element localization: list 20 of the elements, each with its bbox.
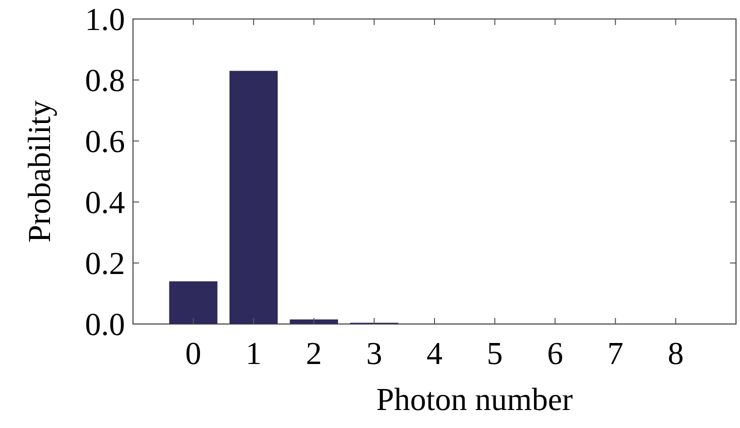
y-tick-label: 0.6 <box>85 123 125 160</box>
bar <box>169 281 218 324</box>
x-tick-label: 7 <box>607 335 624 371</box>
bar <box>290 319 338 324</box>
x-tick-label: 3 <box>366 335 382 371</box>
x-tick-label: 5 <box>486 335 503 371</box>
y-tick-label: 0.8 <box>85 62 125 98</box>
x-tick-label: 0 <box>185 335 202 371</box>
x-tick-label: 2 <box>306 335 322 371</box>
x-tick-label: 6 <box>547 335 564 371</box>
y-tick-label: 0.0 <box>85 306 125 342</box>
x-tick-label: 1 <box>246 335 262 371</box>
bar <box>229 70 278 324</box>
y-tick-label: 0.2 <box>85 245 125 282</box>
y-axis-title: Probability <box>21 100 57 243</box>
y-tick-label: 1.0 <box>85 1 125 38</box>
x-axis-title: Photon number <box>376 381 574 417</box>
y-tick-label: 0.4 <box>85 184 125 220</box>
x-tick-label: 4 <box>426 335 442 371</box>
x-tick-label: 8 <box>668 335 684 371</box>
